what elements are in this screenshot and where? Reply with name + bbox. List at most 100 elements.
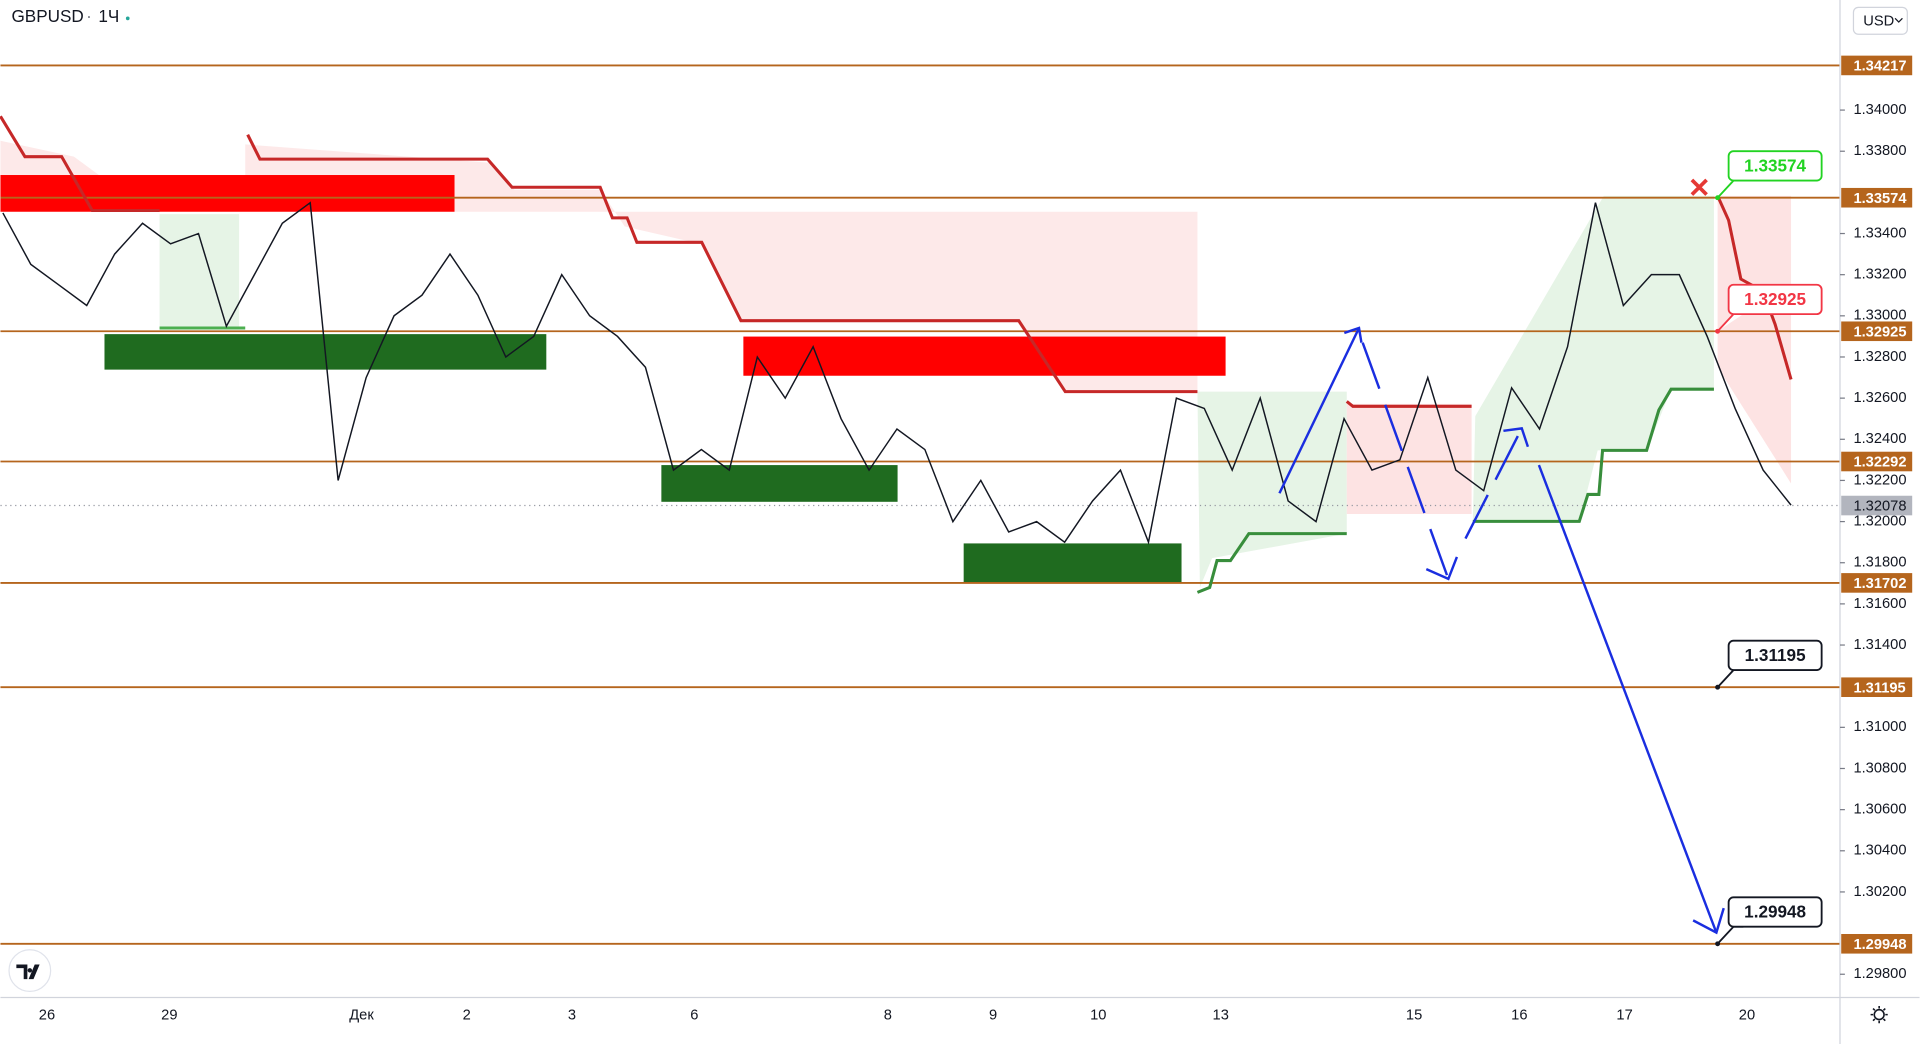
level-label: 1.29948 — [1853, 937, 1906, 953]
callout-label: 1.32925 — [1744, 289, 1806, 309]
zones — [0, 140, 1792, 588]
gear — [1873, 1008, 1885, 1021]
time-tick-label: 13 — [1213, 1008, 1229, 1024]
time-tick-label: 26 — [39, 1008, 55, 1024]
callout-box — [1727, 639, 1823, 671]
level-label-bg — [1841, 451, 1913, 472]
price-tick-label: 1.30400 — [1853, 843, 1906, 859]
uptrend-fill — [1472, 195, 1714, 522]
logo-mark — [16, 964, 40, 980]
price-tick-label: 1.33200 — [1853, 267, 1906, 283]
arrow-head — [1425, 556, 1459, 581]
level-label-bg — [1841, 55, 1913, 76]
callout-label: 1.31195 — [1745, 645, 1806, 665]
callout-anchor — [1715, 684, 1721, 690]
time-tick-label: 16 — [1511, 1008, 1527, 1024]
downtrend-fill — [1346, 403, 1472, 515]
callout-label: 1.33574 — [1744, 156, 1806, 176]
level-label: 1.33574 — [1853, 191, 1907, 207]
supply-zone — [743, 336, 1226, 376]
price-line — [2, 201, 1792, 545]
arrow-head — [1692, 907, 1725, 935]
callout-box — [1727, 150, 1823, 182]
uptrend-fill — [1197, 391, 1347, 588]
price-axis: 1.34000 1.33800 1.33400 1.33200 1.33000 1.328… — [1839, 55, 1913, 982]
supply-zone — [0, 175, 455, 212]
price-tick-label: 1.33400 — [1853, 225, 1906, 241]
uptrend-line — [1472, 387, 1714, 523]
currency[interactable]: USD — [1863, 14, 1894, 30]
price-tick-label: 1.32800 — [1853, 349, 1906, 365]
price-tick-label: 1.30800 — [1853, 760, 1906, 776]
level-label-bg — [1841, 677, 1913, 698]
callout-anchor — [1715, 195, 1721, 201]
arrow — [1278, 327, 1361, 494]
gear-teeth — [1870, 1006, 1888, 1024]
arrow — [1537, 464, 1718, 934]
level-label: 1.31702 — [1853, 576, 1906, 592]
interval[interactable]: 1Ч — [98, 6, 119, 26]
level-label: 1.32925 — [1853, 324, 1906, 340]
price-tick-label: 1.30200 — [1853, 884, 1906, 900]
uptrend-line — [1196, 532, 1347, 594]
time-tick-label: 17 — [1616, 1008, 1632, 1024]
level-label: 1.31195 — [1853, 680, 1905, 696]
uptrend-fill — [159, 214, 240, 329]
callout-anchor — [1715, 328, 1721, 334]
callout-box — [1727, 283, 1823, 316]
level-label-bg — [1841, 187, 1913, 208]
price-tick-label: 1.33000 — [1853, 308, 1906, 324]
callout-label: 1.29948 — [1744, 902, 1806, 922]
time-axis: 26 29 Дек 2 3 6 8 9 10 13 15 16 17 20 — [39, 1008, 1755, 1024]
callout-box — [1727, 896, 1823, 928]
time-tick-label: 15 — [1406, 1008, 1422, 1024]
currency-button[interactable] — [1852, 6, 1908, 35]
price-tick-label: 1.31800 — [1853, 555, 1906, 571]
level-label: 1.32292 — [1853, 455, 1906, 471]
arrow — [1464, 427, 1523, 540]
time-tick-label: 8 — [884, 1008, 892, 1024]
arrow — [1361, 342, 1450, 580]
symbol[interactable]: GBPUSD — [11, 6, 83, 26]
time-tick-label: 29 — [161, 1008, 177, 1024]
price-tick-label: 1.32400 — [1853, 431, 1906, 447]
separator: · — [86, 6, 92, 26]
price-tick-label: 1.32600 — [1853, 390, 1906, 406]
price-tick-label: 1.31600 — [1853, 596, 1906, 612]
downtrend-line — [246, 133, 1198, 394]
settings-button[interactable] — [1870, 1006, 1888, 1024]
level-label-bg — [1841, 321, 1913, 342]
callouts: 1.33574 1.32925 1.31195 1.29948 — [1715, 150, 1823, 947]
price-tick-label: 1.33800 — [1853, 143, 1906, 159]
downtrend-fill — [1717, 195, 1792, 484]
status-dot — [125, 16, 130, 21]
levels — [0, 64, 1840, 945]
dropdown-icon — [1894, 17, 1903, 23]
downtrend-line — [0, 115, 160, 213]
demand-zone — [661, 465, 898, 502]
level-label-bg — [1841, 573, 1913, 593]
price-tick-label: 1.31400 — [1853, 637, 1906, 653]
price-tick-label: 1.32200 — [1853, 472, 1906, 488]
current-price-label: 1.32078 — [1853, 499, 1906, 515]
downtrend-line — [1345, 400, 1472, 408]
demand-zone — [963, 543, 1182, 583]
forecast-arrows — [1278, 326, 1725, 935]
level-label: 1.34217 — [1853, 59, 1906, 75]
price-tick-label: 1.29800 — [1853, 966, 1906, 982]
price-tick-label: 1.31000 — [1853, 719, 1906, 735]
time-tick-label: 10 — [1090, 1008, 1106, 1024]
time-tick-label: 6 — [690, 1008, 698, 1024]
arrow-head — [1503, 427, 1530, 448]
time-tick-label: 20 — [1739, 1008, 1755, 1024]
time-tick-label: 3 — [568, 1008, 576, 1024]
price-tick-label: 1.32000 — [1853, 513, 1906, 529]
time-tick-label: Дек — [349, 1008, 374, 1024]
time-tick-label: 2 — [463, 1008, 471, 1024]
price-tick-label: 1.30600 — [1853, 802, 1906, 818]
arrow-head — [1343, 326, 1363, 343]
price-trace — [2, 201, 1792, 545]
time-tick-label: 9 — [989, 1008, 997, 1024]
